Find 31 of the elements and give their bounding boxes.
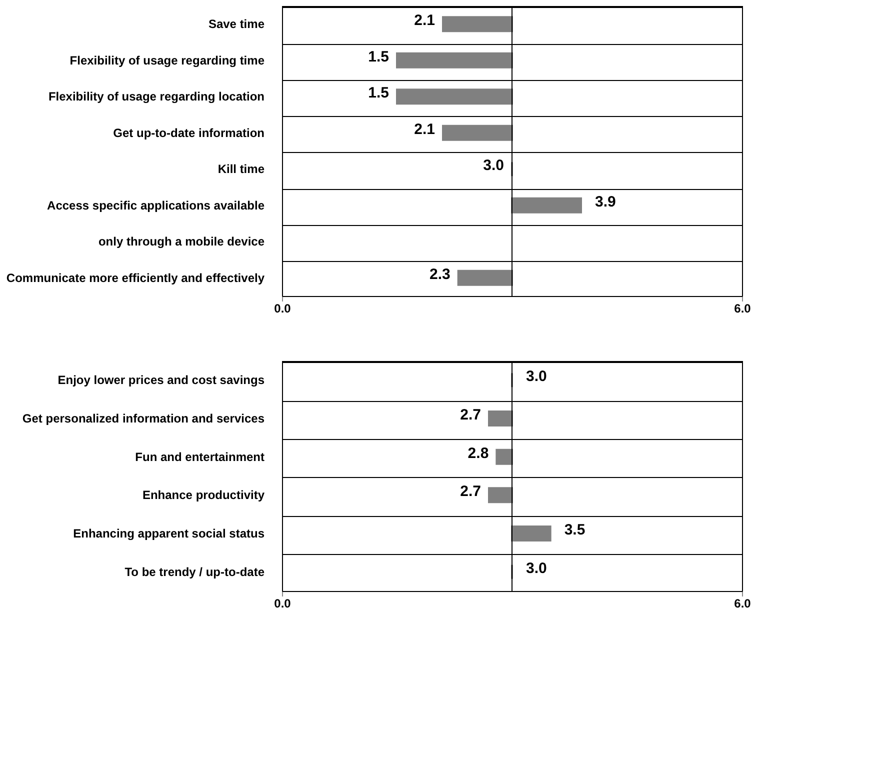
data-label: 2.7 — [460, 406, 481, 424]
data-label: 3.0 — [483, 157, 504, 174]
y-tick-label: Kill time — [218, 162, 265, 176]
y-tick-label: Enhance productivity — [142, 488, 265, 502]
y-tick-label: To be trendy / up-to-date — [124, 564, 265, 579]
y-tick-label: Save time — [208, 17, 265, 32]
data-label: 3.0 — [526, 560, 547, 577]
data-label: 2.7 — [460, 483, 481, 500]
data-label: 2.1 — [414, 120, 435, 138]
data-label: 3.9 — [595, 193, 616, 210]
x-tick-label: 0.0 — [274, 302, 292, 316]
y-tick-label: Flexibility of usage regarding location — [48, 90, 264, 104]
data-label: 3.5 — [564, 522, 586, 538]
y-tick-label: Enjoy lower prices and cost savings — [58, 373, 265, 388]
y-tick-label: Get up-to-date information — [113, 126, 264, 140]
y-tick-label: only through a mobile device — [98, 234, 265, 249]
y-tick-label: Get personalized information and services — [22, 412, 265, 426]
x-tick-label: 6.0 — [734, 596, 752, 610]
data-label: 3.0 — [526, 368, 547, 386]
y-tick-label: Fun and entertainment — [135, 450, 264, 464]
x-tick-label: 0.0 — [274, 596, 292, 610]
data-label: 1.5 — [368, 84, 389, 102]
y-tick-label: Enhancing apparent social status — [73, 526, 265, 540]
data-label: 2.3 — [429, 266, 450, 283]
data-label: 2.1 — [414, 12, 435, 30]
data-label: 2.8 — [468, 444, 489, 462]
y-tick-label: Flexibility of usage regarding time — [70, 53, 265, 68]
data-label: 1.5 — [368, 48, 389, 66]
x-tick-label: 6.0 — [734, 302, 752, 316]
y-tick-label: Communicate more efficiently and effectively — [6, 270, 265, 285]
y-tick-label: Access specific applications available — [47, 198, 265, 212]
